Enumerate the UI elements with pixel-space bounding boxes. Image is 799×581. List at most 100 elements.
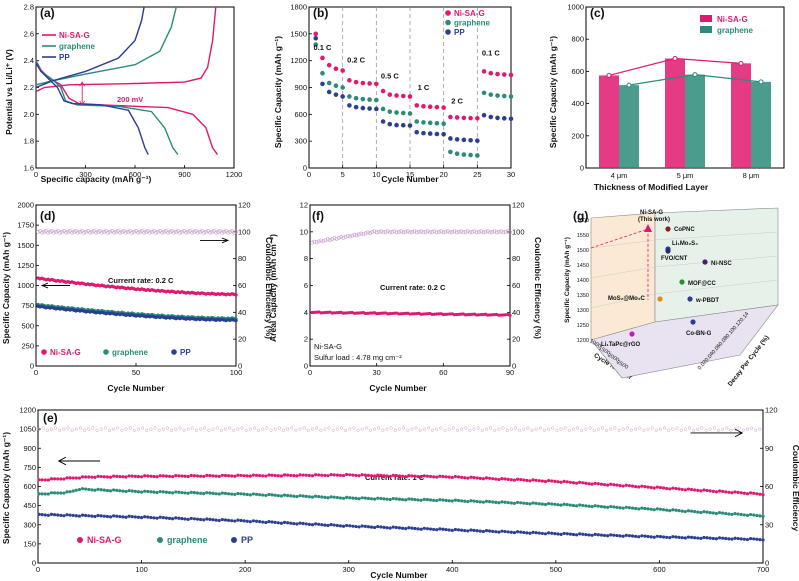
e-point-Ni-SA-G [661, 486, 666, 490]
e-ce-point [600, 426, 605, 430]
e-ce-point [161, 427, 165, 431]
e-y2tick-label: 120 [765, 406, 778, 415]
e-point-Ni-SA-G [615, 483, 619, 487]
e-ce-point [182, 428, 186, 432]
e-point-PP [195, 517, 200, 521]
e-point-Ni-SA-G [733, 490, 737, 494]
e-ce-point [265, 426, 269, 430]
d-xtick-label: 100 [230, 368, 243, 377]
f-ce-point [412, 229, 417, 234]
e-point-PP [748, 536, 753, 541]
g-ytick-label: 1300 [577, 308, 589, 314]
e-point-Ni-SA-G [345, 472, 349, 477]
e-point-Ni-SA-G [245, 474, 249, 478]
e-point-PP [174, 516, 178, 520]
f-y2tick-label: 80 [512, 254, 520, 263]
c-ytick-label: 200 [571, 131, 584, 140]
e-ytick-label: 900 [23, 444, 36, 453]
e-point-graphene [102, 488, 106, 492]
d-ce-point [216, 229, 220, 234]
f-ce-point [445, 229, 450, 234]
e-point-Ni-SA-G [428, 474, 433, 479]
d-ce-point [162, 229, 166, 234]
b-point-graphene [320, 70, 325, 76]
e-point-Ni-SA-G [450, 475, 454, 480]
e-point-graphene [444, 498, 448, 502]
f-ce-point [343, 234, 348, 239]
f-ce-point [432, 229, 437, 234]
e-ce-point [542, 428, 547, 432]
d-y2label: Coulombic Efficiency (%) [264, 237, 274, 339]
e-point-Ni-SA-G [484, 476, 489, 480]
e-point-PP [615, 533, 619, 538]
d-xtick-label: 50 [132, 368, 140, 377]
g-grid [590, 266, 656, 279]
e-point-graphene [301, 494, 305, 498]
d-ce-point [142, 230, 146, 235]
f-ce-point [356, 232, 361, 237]
e-point-Ni-SA-G [674, 486, 678, 491]
e-point-graphene [727, 512, 731, 516]
e-point-Ni-SA-G [550, 479, 554, 483]
e-point-Ni-SA-G [136, 474, 141, 479]
d-ce-point [160, 230, 164, 235]
d-point-Ni-SA-G [234, 293, 238, 297]
e-point-graphene [472, 499, 476, 503]
e-point-PP [152, 516, 156, 520]
b-point-PP [427, 131, 433, 136]
e-ce-point [120, 428, 124, 432]
e-point-graphene [587, 504, 591, 508]
e-point-Ni-SA-G [226, 474, 231, 478]
e-point-graphene [133, 489, 137, 493]
a-ytick-label: 1.6 [24, 164, 34, 173]
e-point-graphene [509, 501, 513, 505]
e-point-PP [52, 513, 57, 517]
f-ce-point [414, 230, 419, 235]
e-point-PP [578, 532, 582, 536]
e-ce-point [211, 427, 215, 431]
e-xlabel: Cycle Number [370, 570, 428, 580]
e-y2tick-label: 60 [765, 482, 773, 491]
e-ce-point [393, 428, 397, 432]
b-point-Ni-SA-G [360, 80, 366, 86]
e-ce-point [609, 427, 613, 431]
e-point-PP [447, 528, 451, 532]
c-legend-swatch [700, 15, 712, 22]
e-point-PP [220, 517, 224, 522]
e-point-graphene [186, 491, 190, 495]
e-ce-point [273, 427, 277, 431]
f-ce-point [434, 230, 439, 235]
e-annotation: Current rate: 1 C [365, 473, 425, 482]
g-point-w-PBDT [687, 296, 693, 302]
e-point-graphene [758, 514, 762, 518]
e-point-PP [680, 536, 684, 540]
d-ce-point [126, 229, 130, 234]
e-point-PP [251, 519, 256, 523]
e-ce-point [571, 427, 576, 431]
e-point-Ni-SA-G [68, 476, 72, 480]
b-point-PP [488, 114, 494, 120]
e-ce-point [704, 428, 708, 432]
e-point-Ni-SA-G [326, 474, 330, 478]
e-point-graphene [245, 492, 249, 497]
e-point-graphene [183, 491, 187, 495]
e-point-Ni-SA-G [211, 474, 215, 478]
e-point-Ni-SA-G [143, 474, 147, 478]
e-point-graphene [164, 490, 169, 494]
e-ce-point [501, 426, 505, 430]
e-ce-point [658, 427, 663, 431]
e-point-Ni-SA-G [705, 488, 709, 493]
e-ce-point [327, 426, 331, 430]
e-point-PP [506, 530, 510, 534]
e-point-Ni-SA-G [717, 489, 722, 493]
e-point-graphene [391, 496, 395, 501]
e-ce-point [712, 426, 716, 430]
e-legend-swatch [231, 537, 237, 543]
e-ce-point [621, 427, 625, 431]
e-point-PP [714, 537, 718, 541]
e-point-graphene [62, 491, 66, 495]
e-point-PP [245, 519, 249, 523]
e-point-Ni-SA-G [71, 476, 75, 480]
e-point-graphene [376, 496, 380, 500]
e-point-graphene [59, 491, 63, 495]
